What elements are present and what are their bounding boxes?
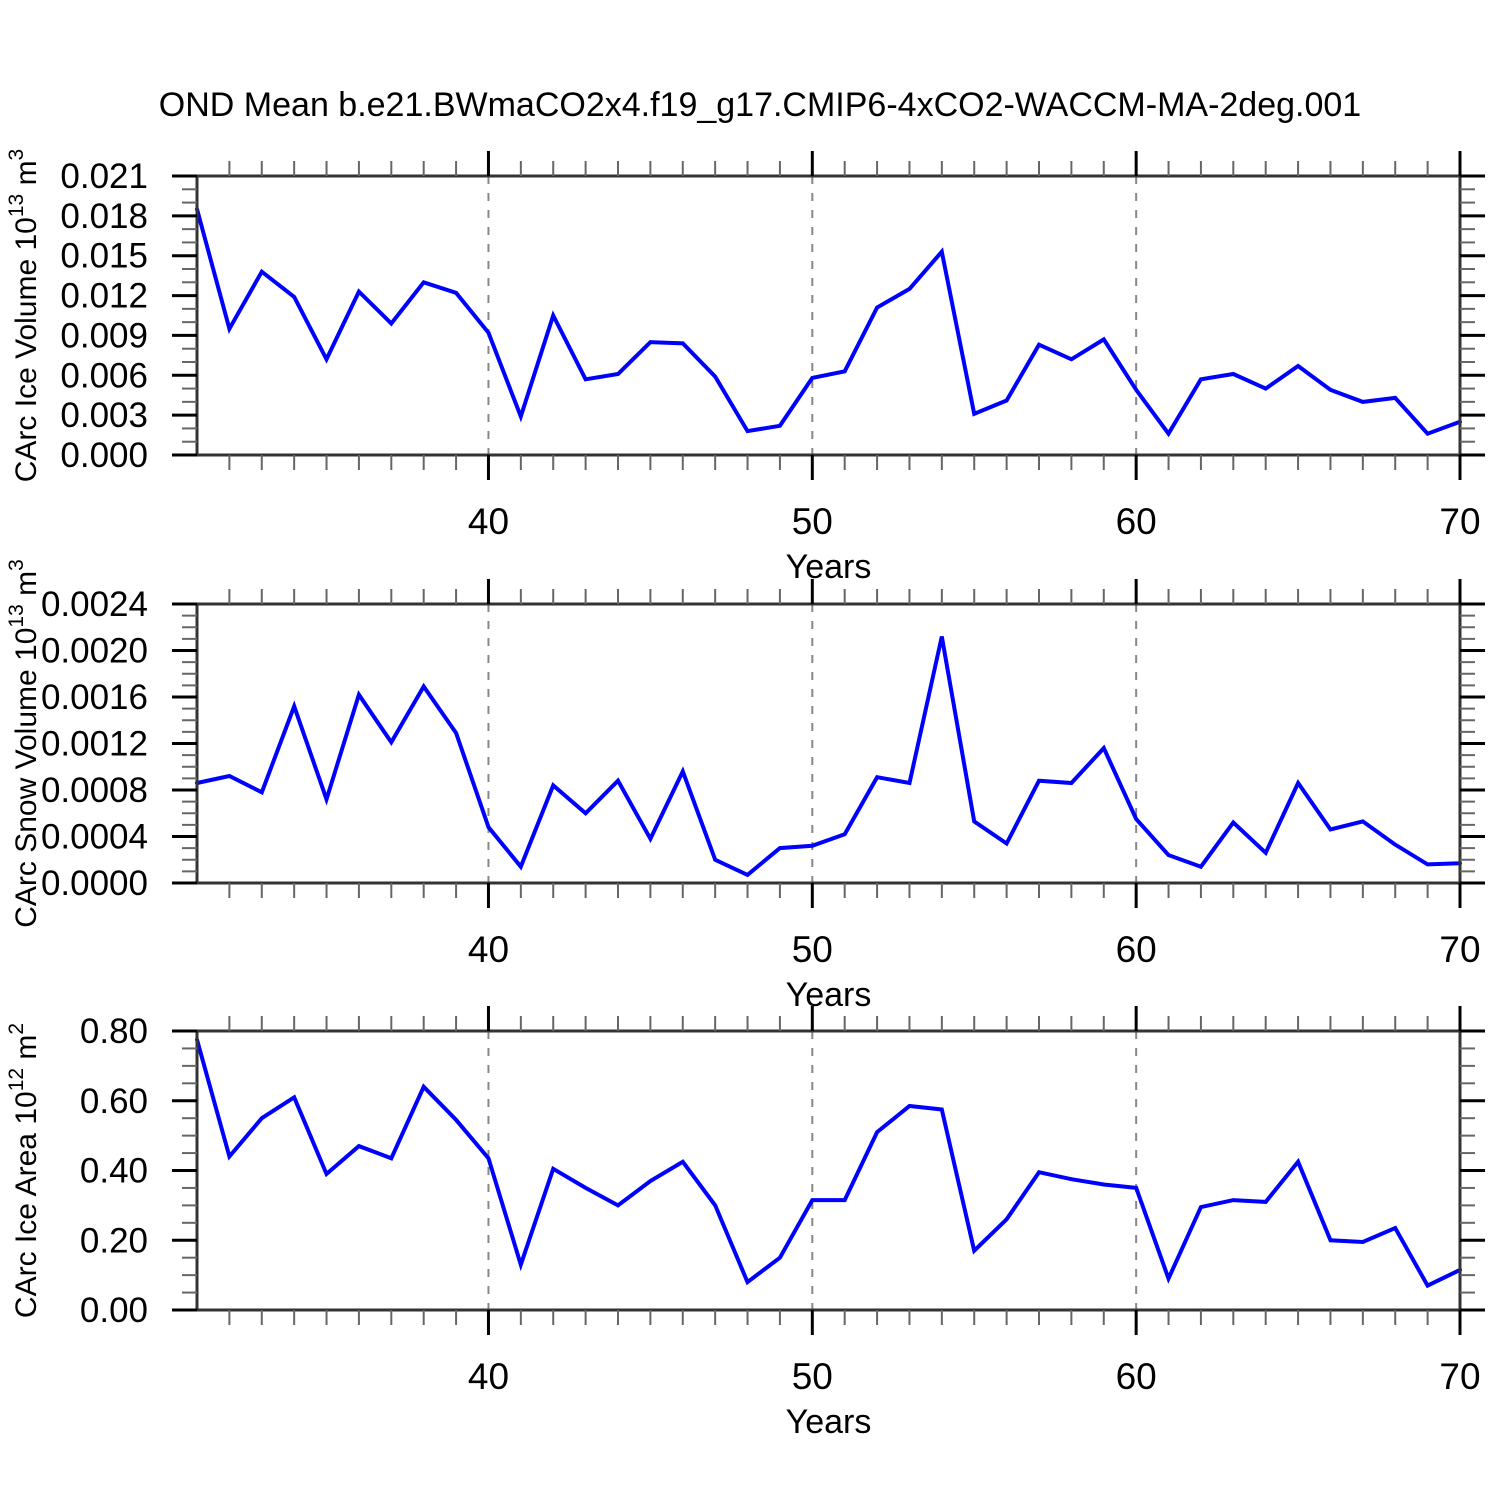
x-tick-label: 60 <box>1116 501 1157 542</box>
x-axis-label: Years <box>786 548 872 586</box>
y-tick-label: 0.0012 <box>41 725 148 764</box>
y-tick-label: 0.0004 <box>41 818 148 857</box>
y-axis-label-superscript: 13 <box>5 604 28 627</box>
x-tick-label: 50 <box>792 929 833 970</box>
axis-ticks <box>172 1006 1485 1335</box>
x-tick-label: 60 <box>1116 1356 1157 1397</box>
y-axis-label: CArc Ice Volume 1013 m3 <box>5 149 43 483</box>
y-tick-label: 0.80 <box>80 1012 148 1051</box>
y-tick-label: 0.006 <box>60 356 148 395</box>
ice-area-series-line <box>195 1037 1462 1289</box>
x-axis-label: Years <box>786 976 872 1014</box>
x-tick-label: 70 <box>1439 1356 1480 1397</box>
y-axis-label-text: CArc Snow Volume 10 <box>10 628 43 928</box>
y-tick-label: 0.012 <box>60 277 148 316</box>
y-axis-label-superscript: 13 <box>5 194 28 217</box>
y-tick-label: 0.015 <box>60 237 148 276</box>
x-tick-label: 50 <box>792 501 833 542</box>
y-tick-label: 0.0016 <box>41 678 148 717</box>
chart-title: OND Mean b.e21.BWmaCO2x4.f19_g17.CMIP6-4… <box>159 86 1361 124</box>
x-tick-label: 40 <box>468 1356 509 1397</box>
y-axis-label-superscript: 3 <box>5 559 28 571</box>
y-tick-label: 0.003 <box>60 396 148 435</box>
y-tick-label: 0.00 <box>80 1291 148 1330</box>
x-axis-label: Years <box>786 1403 872 1441</box>
y-tick-label: 0.0024 <box>41 585 148 624</box>
x-tick-label: 70 <box>1439 501 1480 542</box>
x-tick-label: 60 <box>1116 929 1157 970</box>
y-tick-label: 0.0020 <box>41 632 148 671</box>
ice-volume-series-line <box>195 207 1462 438</box>
y-tick-label: 0.40 <box>80 1152 148 1191</box>
charts-root: 0.0000.0030.0060.0090.0120.0150.0180.021… <box>5 149 1485 1441</box>
x-tick-label: 40 <box>468 501 509 542</box>
axis-ticks <box>172 579 1485 908</box>
axis-ticks <box>172 151 1485 480</box>
plot-frame <box>195 174 1462 457</box>
y-tick-label: 0.0008 <box>41 771 148 810</box>
panel-snow-volume: 0.0000 0.0004 0.0008 0.0012 0.0016 0.0020 0.00… <box>5 559 1485 1014</box>
x-tick-label: 50 <box>792 1356 833 1397</box>
x-tick-label: 70 <box>1439 929 1480 970</box>
y-tick-label: 0.018 <box>60 197 148 236</box>
y-axis-label: CArc Snow Volume 1013 m3 <box>5 559 43 928</box>
x-tick-label: 40 <box>468 929 509 970</box>
y-axis-label-text: CArc Ice Volume 10 <box>10 217 43 482</box>
y-tick-label: 0.0000 <box>41 864 148 903</box>
y-tick-label: 0.000 <box>60 436 148 475</box>
y-tick-label: 0.20 <box>80 1221 148 1260</box>
y-axis-label-text: m <box>10 160 43 193</box>
y-axis-label-text: m <box>10 1035 43 1068</box>
panel-ice-area: 0.00 0.20 0.40 0.60 0.80 40 50 60 70 Years CArc Ic… <box>5 1006 1485 1441</box>
y-axis-label-text: m <box>10 571 43 604</box>
snow-volume-series-line <box>195 636 1462 878</box>
y-axis-label: CArc Ice Area 1012 m2 <box>5 1023 43 1318</box>
y-axis-label-superscript: 12 <box>5 1068 28 1091</box>
panel-ice-volume: 0.0000.0030.0060.0090.0120.0150.0180.021… <box>5 149 1485 586</box>
y-axis-label-text: CArc Ice Area 10 <box>10 1091 43 1318</box>
y-tick-label: 0.009 <box>60 316 148 355</box>
y-axis-label-superscript: 3 <box>5 149 28 161</box>
y-tick-label: 0.60 <box>80 1082 148 1121</box>
y-tick-label: 0.021 <box>60 157 148 196</box>
y-axis-label-superscript: 2 <box>5 1023 28 1035</box>
